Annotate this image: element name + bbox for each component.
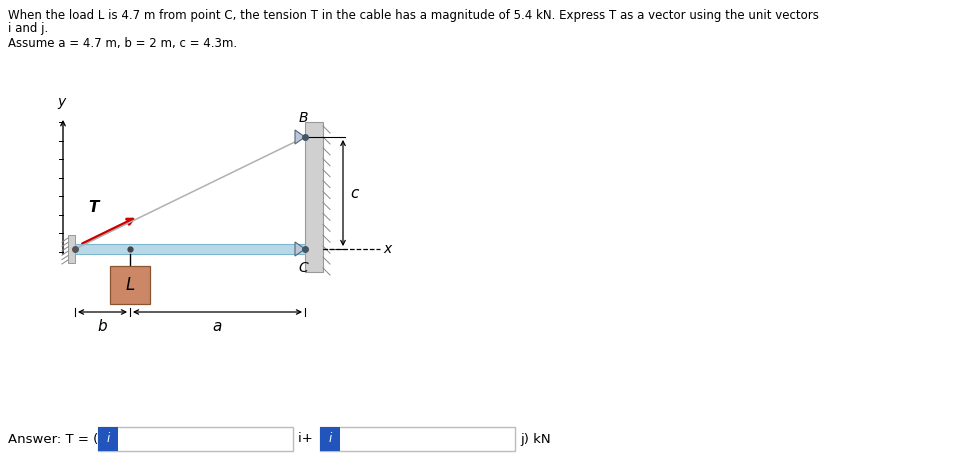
Bar (98, 427, 293, 451)
Bar (68, 235, 75, 263)
Text: y: y (57, 95, 65, 109)
Bar (305, 122, 323, 272)
Text: L: L (126, 276, 134, 294)
Text: T: T (88, 200, 98, 215)
Text: i+: i+ (298, 432, 317, 446)
Text: When the load L is 4.7 m from point C, the tension T in the cable has a magnitud: When the load L is 4.7 m from point C, t… (8, 9, 819, 22)
Text: x: x (383, 242, 392, 256)
Text: C: C (299, 261, 308, 275)
Bar (110, 266, 150, 304)
Text: B: B (299, 111, 308, 125)
Text: a: a (213, 319, 222, 334)
Text: i: i (107, 432, 109, 446)
Bar (320, 427, 515, 451)
Text: Answer: T = (: Answer: T = ( (8, 432, 103, 446)
Text: i: i (328, 432, 331, 446)
Polygon shape (295, 242, 305, 256)
Text: Assume a = 4.7 m, b = 2 m, c = 4.3m.: Assume a = 4.7 m, b = 2 m, c = 4.3m. (8, 37, 237, 50)
Text: i and j.: i and j. (8, 22, 48, 35)
Bar (98, 427, 118, 451)
Polygon shape (295, 130, 305, 144)
Text: b: b (98, 319, 108, 334)
Bar (75, 244, 305, 254)
Text: c: c (350, 185, 358, 200)
Bar (320, 427, 340, 451)
Text: j) kN: j) kN (520, 432, 551, 446)
